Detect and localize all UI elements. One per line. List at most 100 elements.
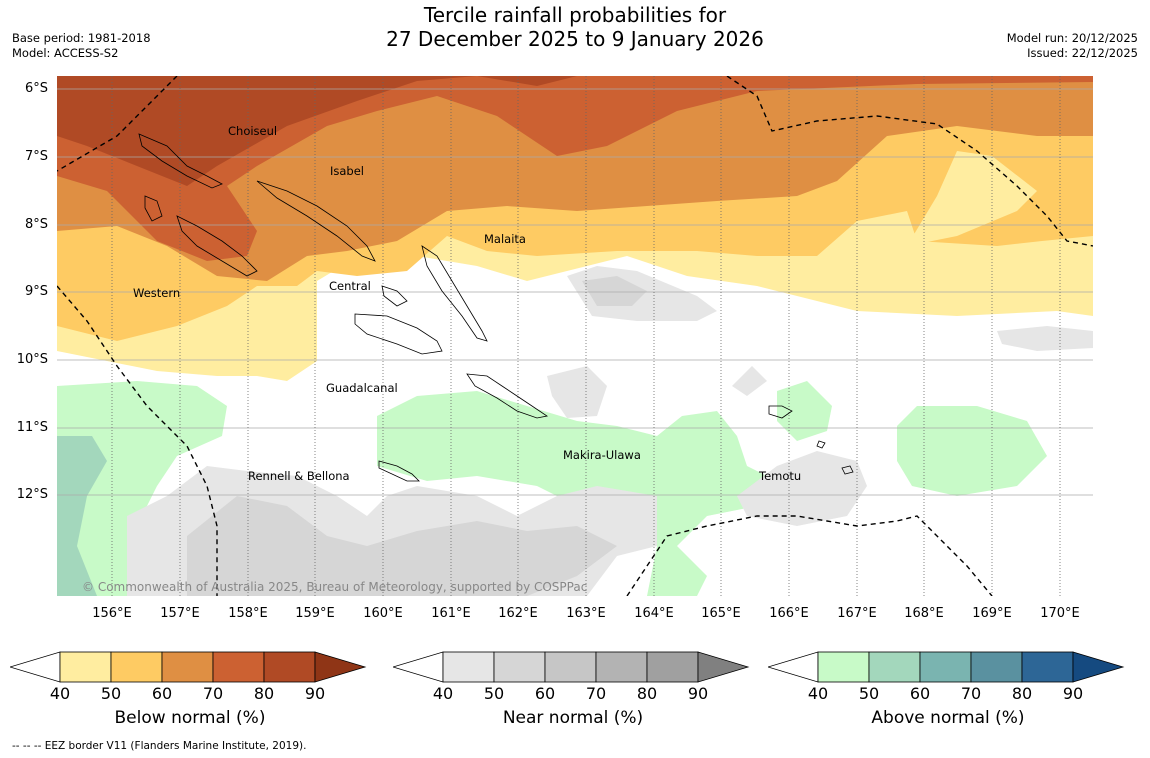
lat-label-10s: 10°S [16, 352, 48, 367]
below-tick-50: 50 [100, 684, 122, 703]
lon-label-157e: 157°E [160, 606, 200, 621]
island-malaita [421, 245, 488, 342]
below-segment-1 [110, 651, 163, 683]
copyright-notice: © Commonwealth of Australia 2025, Bureau… [82, 580, 588, 594]
lon-label-167e: 167°E [837, 606, 877, 621]
eez-border [57, 76, 1093, 596]
below-arrow-high [314, 651, 367, 683]
lat-label-9s: 9°S [24, 284, 48, 299]
lat-label-12s: 12°S [16, 487, 48, 502]
near-normal-patch-4 [547, 366, 607, 418]
lon-label-166e: 166°E [769, 606, 809, 621]
near-tick-40: 40 [432, 684, 454, 703]
above-tick-70: 70 [960, 684, 982, 703]
island-choiseul [138, 133, 223, 189]
lat-label-11s: 11°S [16, 420, 48, 435]
lon-label-163e: 163°E [566, 606, 606, 621]
lon-label-156e: 156°E [92, 606, 132, 621]
island-guadalcanal [354, 313, 443, 355]
island-temotu-2 [841, 465, 854, 475]
island-temotu-3 [816, 440, 826, 449]
above-segment-4 [1021, 651, 1074, 683]
island-western-1 [176, 215, 258, 277]
lon-label-168e: 168°E [904, 606, 944, 621]
near-normal-patch-3 [997, 326, 1093, 351]
colorbar-below-normal [10, 651, 367, 683]
label-choiseul: Choiseul [228, 124, 278, 138]
island-isabel [256, 180, 376, 262]
lon-label-164e: 164°E [634, 606, 674, 621]
island-outlines [138, 133, 854, 482]
above-normal-east [897, 406, 1047, 496]
label-temotu: Temotu [759, 469, 802, 483]
meta-right: Model run: 20/12/2025 Issued: 22/12/2025 [1007, 31, 1138, 61]
near-tick-70: 70 [585, 684, 607, 703]
lon-label-161e: 161°E [431, 606, 471, 621]
near-normal-patch-5 [732, 366, 767, 396]
near-tick-50: 50 [483, 684, 505, 703]
above-tick-50: 50 [858, 684, 880, 703]
below-tick-70: 70 [202, 684, 224, 703]
above-segment-3 [970, 651, 1023, 683]
lon-label-158e: 158°E [228, 606, 268, 621]
above-normal-west-darker [57, 436, 107, 596]
probability-map [57, 76, 1093, 596]
lat-label-6s: 6°S [24, 81, 48, 96]
lon-label-165e: 165°E [701, 606, 741, 621]
above-normal-label: Above normal (%) [871, 708, 1025, 728]
above-normal-temotu [777, 381, 832, 441]
above-tick-60: 60 [909, 684, 931, 703]
near-normal-label: Near normal (%) [502, 708, 644, 728]
above-tick-90: 90 [1062, 684, 1084, 703]
near-segment-1 [493, 651, 546, 683]
above-segment-2 [919, 651, 972, 683]
near-segment-4 [646, 651, 699, 683]
lon-label-169e: 169°E [972, 606, 1012, 621]
island-temotu-1 [768, 405, 793, 419]
label-central: Central [329, 279, 371, 293]
near-tick-60: 60 [534, 684, 556, 703]
island-rennell [378, 460, 420, 482]
near-tick-90: 90 [687, 684, 709, 703]
below-segment-3 [212, 651, 265, 683]
label-makira-ulawa: Makira-Ulawa [563, 448, 641, 462]
above-normal-west [57, 381, 227, 596]
model-run: Model run: 20/12/2025 [1006, 31, 1138, 45]
near-normal-south-darker [187, 496, 617, 596]
below-tick-80: 80 [253, 684, 275, 703]
base-period: Base period: 1981-2018 [12, 31, 151, 45]
title-line-2: 27 December 2025 to 9 January 2026 [386, 27, 764, 51]
label-western: Western [133, 286, 181, 300]
near-tick-80: 80 [636, 684, 658, 703]
map-title: Tercile rainfall probabilities for 27 De… [0, 3, 1150, 51]
below-tick-40: 40 [49, 684, 71, 703]
below-segment-2 [161, 651, 214, 683]
lon-label-159e: 159°E [295, 606, 335, 621]
below-normal-label: Below normal (%) [114, 708, 266, 728]
colorbar-above-normal [768, 651, 1125, 683]
below-tick-60: 60 [151, 684, 173, 703]
near-normal-southeast [737, 451, 867, 526]
near-segment-0 [442, 651, 495, 683]
label-isabel: Isabel [330, 164, 365, 178]
meta-left: Base period: 1981-2018 Model: ACCESS-S2 [12, 31, 151, 61]
below-70-80-region [57, 76, 1093, 261]
near-segment-2 [544, 651, 597, 683]
above-segment-0 [817, 651, 870, 683]
above-tick-80: 80 [1011, 684, 1033, 703]
island-western-2 [144, 195, 163, 222]
title-line-1: Tercile rainfall probabilities for [423, 3, 727, 27]
label-rennell-bellona: Rennell & Bellona [248, 469, 350, 483]
island-makira [466, 373, 549, 419]
lon-label-170e: 170°E [1040, 606, 1080, 621]
near-normal-patch-2 [582, 276, 647, 306]
lat-label-7s: 7°S [24, 149, 48, 164]
issued-date: Issued: 22/12/2025 [1027, 46, 1138, 60]
lat-label-8s: 8°S [24, 217, 48, 232]
above-tick-40: 40 [807, 684, 829, 703]
island-central [381, 285, 408, 307]
above-arrow-low [768, 651, 819, 683]
label-guadalcanal: Guadalcanal [326, 381, 398, 395]
below-segment-0 [59, 651, 112, 683]
above-segment-1 [868, 651, 921, 683]
